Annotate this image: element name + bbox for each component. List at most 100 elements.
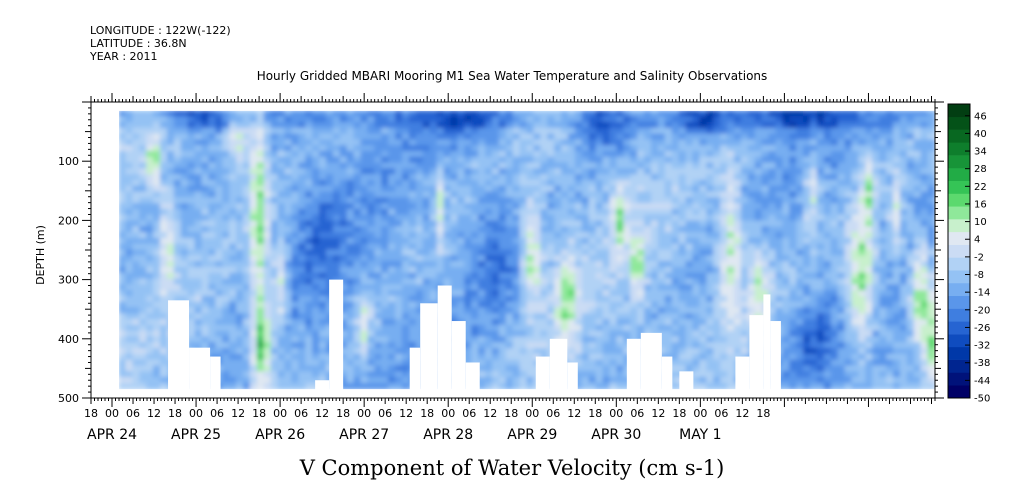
heat-cell <box>644 150 653 158</box>
heat-cell <box>782 249 791 257</box>
heat-cell <box>402 232 411 240</box>
heat-cell <box>277 261 286 269</box>
heat-cell <box>720 249 729 257</box>
heat-cell <box>803 168 812 176</box>
heat-cell <box>713 336 722 344</box>
heat-cell <box>194 255 203 263</box>
heat-cell <box>339 185 348 193</box>
heat-cell <box>740 266 749 274</box>
heat-cell <box>623 156 632 164</box>
heat-cell <box>325 197 335 205</box>
heat-cell <box>671 208 680 216</box>
heat-cell <box>491 330 501 338</box>
heat-cell <box>160 110 169 118</box>
heat-cell <box>222 261 231 269</box>
heat-cell <box>630 185 639 193</box>
heat-cell <box>505 133 514 141</box>
heat-cell <box>339 179 348 187</box>
heat-cell <box>588 139 597 147</box>
heat-cell <box>650 150 660 158</box>
heat-cell <box>249 179 259 187</box>
heat-cell <box>574 353 584 361</box>
heat-cell <box>623 116 632 124</box>
heat-cell <box>740 348 749 356</box>
heat-cell <box>478 336 487 344</box>
heat-cell <box>305 191 314 199</box>
heat-cell <box>768 266 777 274</box>
heat-cell <box>464 290 473 298</box>
heat-cell <box>353 133 362 141</box>
heat-cell <box>381 301 390 309</box>
heat-cell <box>720 145 729 153</box>
heat-cell <box>132 382 141 390</box>
heat-cell <box>740 168 749 176</box>
heat-cell <box>706 127 715 135</box>
heat-cell <box>830 185 839 193</box>
heat-cell <box>408 208 418 216</box>
heat-cell <box>139 359 148 367</box>
heat-cell <box>761 145 770 153</box>
heat-cell <box>810 348 819 356</box>
heat-cell <box>173 191 182 199</box>
heat-cell <box>630 307 639 315</box>
heat-cell <box>491 145 501 153</box>
heat-cell <box>588 243 597 251</box>
heat-cell <box>339 382 348 390</box>
heat-cell <box>498 319 507 327</box>
heat-cell <box>263 127 272 135</box>
heat-cell <box>284 162 293 170</box>
heat-cell <box>595 139 604 147</box>
heat-cell <box>118 243 127 251</box>
heat-cell <box>540 284 549 292</box>
heat-cell <box>284 179 293 187</box>
heat-cell <box>388 342 397 350</box>
heat-cell <box>422 255 431 263</box>
heat-cell <box>526 226 535 234</box>
heat-cell <box>215 116 224 124</box>
heat-cell <box>727 150 736 158</box>
heat-cell <box>298 156 307 164</box>
heat-cell <box>160 382 169 390</box>
heat-cell <box>222 197 231 205</box>
heat-cell <box>132 249 141 257</box>
heat-cell <box>415 139 424 147</box>
heat-cell <box>242 371 252 379</box>
heat-cell <box>125 301 134 309</box>
heat-cell <box>457 156 466 164</box>
heat-cell <box>298 255 307 263</box>
heat-cell <box>229 249 238 257</box>
heat-cell <box>782 197 791 205</box>
heat-cell <box>360 382 369 390</box>
heat-cell <box>381 185 390 193</box>
heat-cell <box>754 168 763 176</box>
heat-cell <box>567 324 577 332</box>
heat-cell <box>284 214 293 222</box>
heat-cell <box>229 313 238 321</box>
heat-cell <box>554 127 563 135</box>
heat-cell <box>554 145 563 153</box>
heat-cell <box>478 249 487 257</box>
heat-cell <box>346 145 355 153</box>
heat-cell <box>319 313 328 321</box>
heat-cell <box>153 110 162 118</box>
heat-cell <box>408 226 418 234</box>
heat-cell <box>395 185 404 193</box>
heat-cell <box>706 168 715 176</box>
heat-cell <box>505 313 514 321</box>
heat-cell <box>595 179 604 187</box>
heat-cell <box>312 185 321 193</box>
heat-cell <box>457 261 466 269</box>
heat-cell <box>581 145 590 153</box>
heat-cell <box>561 301 570 309</box>
heat-cell <box>664 162 673 170</box>
heat-cell <box>139 336 148 344</box>
heat-cell <box>284 365 293 373</box>
heat-cell <box>650 295 660 303</box>
heat-cell <box>574 359 584 367</box>
heat-cell <box>229 156 238 164</box>
heat-cell <box>519 179 528 187</box>
heat-cell <box>471 348 480 356</box>
heat-cell <box>457 249 466 257</box>
heat-cell <box>118 150 127 158</box>
heat-cell <box>166 249 176 257</box>
